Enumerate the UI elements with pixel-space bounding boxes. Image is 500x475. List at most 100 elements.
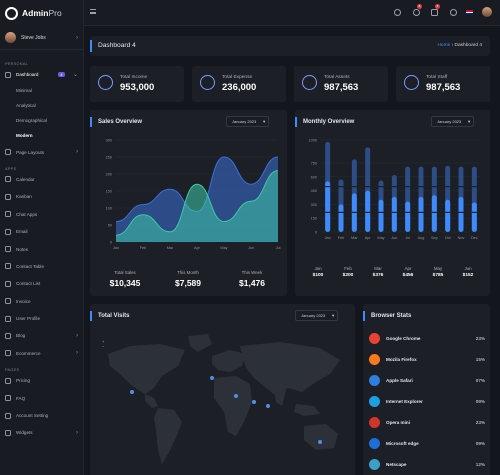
browser-name: Opera mini	[386, 420, 410, 425]
bar-gap	[325, 211, 331, 213]
this-week-label: This Week	[241, 270, 263, 275]
sidebar-item-notes[interactable]: Notes	[0, 240, 83, 257]
menu-icon[interactable]	[90, 9, 96, 14]
y-tick-label: 50	[108, 224, 112, 228]
bar-gap	[351, 211, 357, 213]
browser-name: Microsoft edge	[386, 441, 419, 446]
sidebar-item-email[interactable]: Email	[0, 223, 83, 240]
sidebar-item-page-layouts[interactable]: Page Layouts ›	[0, 143, 83, 160]
bar-1	[365, 190, 371, 232]
breadcrumb-home[interactable]: Home	[437, 43, 451, 48]
settings-icon[interactable]	[450, 9, 457, 16]
visit-marker	[130, 390, 134, 394]
total-sales-label: Total Sales	[114, 270, 136, 275]
browser-icon	[369, 438, 380, 449]
bell-icon[interactable]	[413, 9, 420, 16]
x-tick-label: May	[377, 236, 384, 240]
topbar: 8 5	[84, 0, 500, 26]
browser-percent: 12%	[475, 462, 485, 467]
kanban-icon	[5, 193, 11, 200]
sales-area-chart: 0 50 100 150 200 250 300 Jan Feb Mar Apr May Jun Jul	[106, 139, 281, 251]
sidebar-item-pricing[interactable]: Pricing	[0, 372, 83, 389]
brand[interactable]: AdminPro	[0, 0, 83, 26]
zoom-in-button[interactable]: +	[102, 339, 105, 344]
x-tick-label: Feb	[338, 236, 345, 240]
stat-value: 987,563	[324, 82, 359, 93]
map-central-america	[145, 394, 158, 408]
bar-gap	[471, 186, 477, 188]
stat-value: 236,000	[222, 82, 257, 93]
sidebar-subitem-modern[interactable]: Modern	[16, 133, 33, 139]
monthly-summary-item: Apr $456	[397, 266, 419, 278]
monthly-summary-month: Apr	[404, 266, 412, 271]
stat-label: Total Expense	[222, 75, 253, 80]
map-india	[274, 388, 286, 406]
visit-marker	[252, 400, 256, 404]
bar-1	[458, 197, 464, 232]
browser-stats-card: Browser Stats Google Chrome 23% Mozila Fir…	[363, 304, 490, 475]
topbar-avatar[interactable]	[482, 7, 492, 17]
visits-month-select[interactable]: January 2023	[295, 310, 339, 321]
browser-icon	[369, 459, 380, 470]
sidebar-item-kanban[interactable]: Kanban	[0, 188, 83, 205]
x-tick-label: Jan	[325, 236, 331, 240]
browser-row: Opera mini 23%	[369, 412, 485, 433]
map-asia	[240, 342, 340, 396]
section-apps: APPS	[5, 166, 17, 171]
visit-marker	[318, 440, 322, 444]
browser-icon	[369, 375, 380, 386]
bar-gap	[365, 211, 371, 213]
sidebar-subitem-minimal[interactable]: Minimal	[16, 88, 32, 94]
bar-1	[431, 195, 437, 232]
bar-gap	[338, 211, 344, 213]
bar-gap	[431, 186, 437, 188]
breadcrumb: Home › Dashboard 4	[437, 40, 482, 52]
sidebar-subitem-analytical[interactable]: Analytical	[16, 103, 36, 109]
sidebar-item-contact-list[interactable]: Contact List	[0, 275, 83, 292]
sidebar-subitem-demographical[interactable]: Demographical	[16, 118, 47, 124]
y-tick-label: 200	[106, 173, 112, 177]
sidebar-item-faq[interactable]: FAQ	[0, 389, 83, 406]
sidebar-item-blog[interactable]: Blog ›	[0, 327, 83, 344]
x-tick-label: Jul	[405, 236, 410, 240]
browser-percent: 09%	[475, 399, 485, 404]
x-tick-label: Dec	[471, 236, 478, 240]
browser-percent: 09%	[475, 441, 485, 446]
sidebar-item-ecommerce[interactable]: Ecommerce ›	[0, 345, 83, 362]
map-zoom-controls: + −	[102, 339, 104, 349]
user-menu[interactable]: Steve Jobs ›	[0, 26, 83, 50]
shield-icon	[302, 75, 317, 90]
sales-month-select[interactable]: January 2023	[226, 116, 270, 127]
cart-icon[interactable]	[431, 9, 438, 16]
sidebar-item-account-setting[interactable]: Account Setting	[0, 407, 83, 424]
zoom-out-button[interactable]: −	[102, 344, 105, 349]
sidebar-item-widgets[interactable]: Widgets ›	[0, 424, 83, 441]
sidebar-item-dashboard[interactable]: Dashboard 4 ⌄	[0, 66, 83, 83]
faq-icon	[5, 395, 11, 402]
sidebar-item-contact-table[interactable]: Contact Table	[0, 258, 83, 275]
series-area-1	[116, 170, 278, 242]
monthly-summary-month: Feb	[344, 266, 352, 271]
y-tick-label: 150	[106, 190, 112, 194]
search-icon[interactable]	[394, 9, 401, 16]
x-tick-label: Jun	[248, 246, 254, 250]
this-week-value: $1,476	[239, 278, 265, 288]
sidebar-item-chat-apps[interactable]: Chat Apps	[0, 206, 83, 223]
sidebar-item-user-profile[interactable]: User Profile	[0, 310, 83, 327]
y-tick-label: 1000	[309, 139, 317, 143]
map-north-america	[108, 344, 185, 394]
browser-percent: 15%	[475, 357, 485, 362]
breadcrumb-current: Dashboard 4	[454, 43, 482, 48]
flag-uk-icon[interactable]	[466, 10, 473, 15]
brand-name-light: Pro	[48, 8, 62, 18]
monthly-month-select[interactable]: January 2023	[431, 116, 475, 127]
sidebar-item-invoice[interactable]: Invoice	[0, 293, 83, 310]
x-tick-label: Nov	[458, 236, 465, 240]
y-tick-label: 450	[311, 189, 317, 193]
total-visits-title: Total Visits	[90, 311, 129, 321]
monthly-summary-month: Jun	[464, 266, 472, 271]
bar-1	[391, 197, 397, 232]
sidebar-item-calendar[interactable]: Calendar	[0, 171, 83, 188]
bar-1	[378, 199, 384, 232]
browser-percent: 23%	[475, 420, 485, 425]
